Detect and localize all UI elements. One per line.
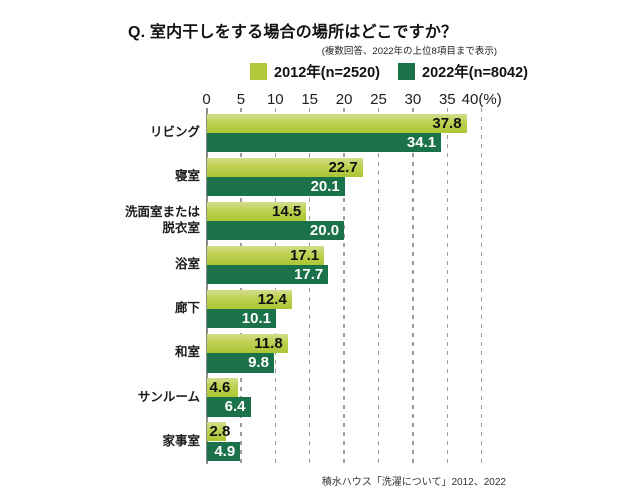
bar-value-2022: 34.1 [406, 133, 437, 151]
bar-value-2012: 2.8 [209, 423, 231, 441]
bar-2012: 12.4 [206, 289, 292, 310]
bar-2012: 2.8 [206, 422, 230, 442]
bar-value-2022: 4.9 [214, 442, 236, 460]
gridline [240, 108, 242, 464]
bar-value-2022: 10.1 [241, 310, 271, 328]
category-label: 家事室 [0, 422, 200, 461]
y-axis-line [205, 108, 208, 464]
bar-value-2022: 20.1 [310, 177, 340, 195]
x-axis-tick-label: 10 [266, 91, 284, 108]
category-label-line: サンルーム [137, 389, 200, 404]
gridline [412, 108, 414, 464]
category-label: 廊下 [0, 290, 200, 329]
x-axis-tick-label: 0 [202, 91, 211, 108]
x-axis-tick-label: 20 [335, 91, 353, 108]
x-axis-tick-label: 35 [438, 91, 456, 108]
bar-value-2012: 37.8 [432, 114, 462, 132]
bar-2022: 20.0 [206, 221, 345, 241]
bar-value-2022: 20.0 [309, 222, 340, 239]
category-label-line: 廊下 [174, 301, 200, 316]
bar-2012: 37.8 [206, 113, 467, 133]
bar-value-2012: 17.1 [289, 246, 320, 264]
chart-title: Q. 室内干しをする場合の場所はどこですか？ [128, 24, 458, 41]
x-axis-tick-label: 5 [236, 91, 246, 108]
legend-label-2012: 2012年(n=2520) [274, 65, 380, 81]
legend-item-2012: 2012年(n=2520) [250, 61, 380, 82]
x-axis-tick-label: 15 [301, 91, 319, 108]
legend: 2012年(n=2520) 2022年(n=8042) [250, 61, 528, 82]
category-label-line: リビング [149, 124, 200, 139]
category-label-line: 脱衣室 [162, 220, 200, 235]
category-label-line: 和室 [174, 345, 200, 360]
bar-value-2022: 9.8 [248, 354, 269, 372]
gridline [308, 108, 311, 464]
category-label: 浴室 [0, 246, 200, 285]
legend-swatch-2012 [250, 63, 267, 80]
x-axis-tick-label: 25 [370, 91, 387, 108]
bar-value-2022: 17.7 [294, 266, 324, 284]
bar-2022: 9.8 [206, 353, 274, 373]
category-label: 洗面室または 脱衣室 [0, 202, 200, 241]
bar-2022: 34.1 [206, 132, 442, 153]
gridline [377, 108, 380, 464]
category-label: 寝室 [0, 158, 200, 197]
bar-2012: 17.1 [206, 245, 325, 266]
category-label-line: 寝室 [174, 169, 200, 184]
bar-2022: 6.4 [206, 397, 251, 417]
category-label-line: 洗面室または [124, 205, 200, 220]
category-label: サンルーム [0, 378, 200, 417]
x-axis-tick-label: 30 [404, 91, 422, 108]
bar-2012: 11.8 [206, 334, 288, 354]
legend-item-2022: 2022年(n=8042) [398, 61, 528, 82]
x-axis-tick-label: 40(%) [461, 91, 502, 108]
chart-subtitle: (複数回答、2022年の上位8項目まで表示) [321, 46, 497, 57]
bar-2022: 20.1 [206, 176, 345, 197]
category-label-line: 浴室 [174, 257, 200, 272]
bar-2012: 22.7 [206, 157, 363, 177]
bar-2022: 17.7 [206, 265, 329, 285]
category-label: 和室 [0, 334, 200, 373]
bar-value-2012: 4.6 [209, 379, 231, 397]
gridline [446, 108, 449, 464]
gridline [343, 108, 345, 464]
bar-value-2022: 6.4 [224, 398, 246, 416]
bar-value-2012: 12.4 [257, 290, 287, 308]
bar-value-2012: 11.8 [254, 335, 283, 352]
category-label: リビング [0, 114, 200, 153]
bar-2012: 4.6 [206, 378, 239, 398]
legend-swatch-2022 [398, 63, 415, 80]
bar-2022: 4.9 [206, 441, 241, 461]
bar-value-2012: 22.7 [328, 158, 358, 176]
category-label-line: 家事室 [162, 433, 200, 448]
bar-2022: 10.1 [206, 309, 276, 329]
bar-value-2012: 14.5 [272, 202, 302, 220]
gridline [480, 108, 483, 464]
bar-2012: 14.5 [206, 201, 307, 221]
legend-label-2022: 2022年(n=8042) [422, 65, 528, 81]
gridline [274, 108, 277, 464]
source-note: 積水ハウス「洗濯について」2012、2022 [321, 477, 506, 488]
